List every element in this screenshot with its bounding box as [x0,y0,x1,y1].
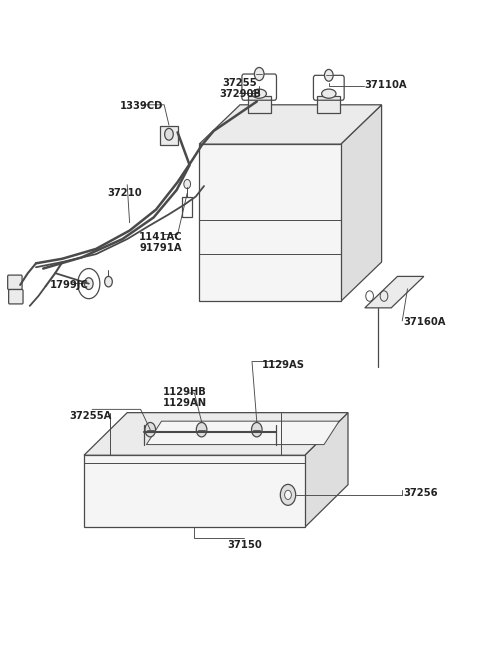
Text: 37210: 37210 [108,188,142,198]
Circle shape [280,485,296,506]
Bar [199,144,341,301]
Text: 1339CD: 1339CD [120,101,163,111]
Text: 37160A: 37160A [403,317,446,328]
Bar [182,197,192,217]
Bar [248,96,271,113]
Polygon shape [84,413,348,455]
Circle shape [252,422,262,437]
Polygon shape [365,276,424,308]
Bar [317,96,340,113]
Circle shape [184,179,191,189]
Polygon shape [199,105,382,144]
Text: 37255A: 37255A [69,411,111,421]
Circle shape [196,422,207,437]
Text: 1799JC: 1799JC [50,280,89,290]
Ellipse shape [252,89,266,98]
Circle shape [105,276,112,287]
Text: 1129HB
1129AN: 1129HB 1129AN [163,387,207,408]
Text: 1141AC
91791A: 1141AC 91791A [139,232,182,253]
Ellipse shape [322,89,336,98]
Text: 37110A: 37110A [365,80,408,90]
Text: 1129AS: 1129AS [262,360,305,370]
Circle shape [285,490,291,499]
FancyBboxPatch shape [8,275,22,290]
FancyBboxPatch shape [9,290,23,304]
Text: 37150: 37150 [228,540,262,550]
Bar [160,126,178,145]
Circle shape [254,67,264,81]
Circle shape [84,278,93,290]
Polygon shape [305,413,348,527]
Circle shape [165,128,173,140]
Bar [84,455,305,527]
Polygon shape [146,421,339,445]
Polygon shape [341,105,382,301]
Circle shape [145,422,156,437]
Text: 37255
37290B: 37255 37290B [219,78,261,99]
Text: 37256: 37256 [403,487,438,498]
Circle shape [324,69,333,81]
